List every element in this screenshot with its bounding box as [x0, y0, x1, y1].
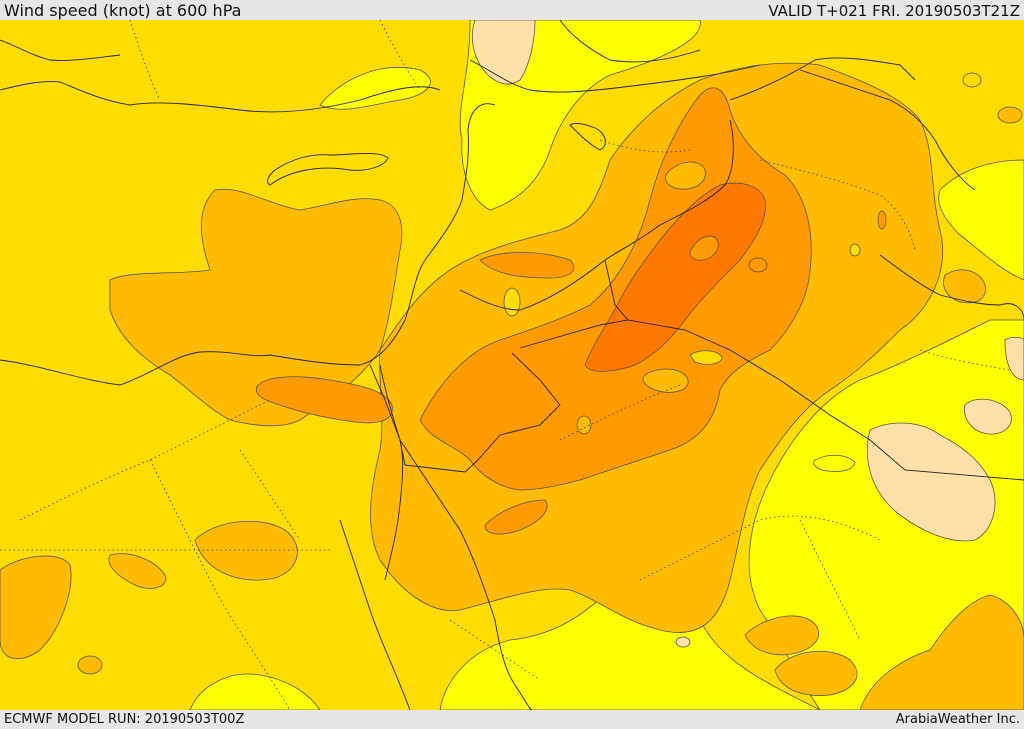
map-title: Wind speed (knot) at 600 hPa: [4, 1, 242, 20]
amber-patch-west-3: [108, 553, 167, 589]
yellow-region-northeast: [938, 159, 1024, 281]
lightest-patch-north: [471, 20, 536, 85]
admin-boundaries: [0, 20, 1011, 710]
contour-loop-8: [813, 454, 856, 472]
amber-patch-west-2: [0, 555, 72, 659]
lightest-patch-east-small: [964, 398, 1012, 435]
chart-header: Wind speed (knot) at 600 hPa VALID T+021…: [0, 0, 1024, 20]
contour-loop-2: [748, 257, 768, 273]
amber-patch-south-1: [744, 615, 820, 656]
lightest-patch-east: [866, 422, 996, 542]
contour-loop-11: [962, 72, 982, 88]
dark-orange-core: [584, 182, 766, 372]
amber-patch-west-1: [194, 520, 298, 581]
amber-region-southeast: [859, 594, 1024, 710]
contour-loop-10: [877, 210, 887, 230]
contour-loop-3: [664, 161, 706, 190]
amber-patch-northeast: [943, 269, 986, 304]
contour-loop-1: [689, 235, 719, 261]
contour-loop-5: [576, 415, 592, 435]
contour-loop-4: [642, 368, 689, 393]
contour-loop-7: [689, 350, 723, 365]
contour-loop-9: [849, 243, 861, 257]
amber-patch-west-4: [77, 655, 103, 675]
contour-loop-12: [997, 106, 1023, 124]
chart-footer: ECMWF MODEL RUN: 20190503T00Z ArabiaWeat…: [0, 710, 1024, 729]
model-run: ECMWF MODEL RUN: 20190503T00Z: [4, 712, 245, 727]
credit-label: ArabiaWeather Inc.: [895, 712, 1020, 727]
wind-speed-map[interactable]: [0, 20, 1024, 710]
amber-patch-south-2: [774, 650, 858, 696]
political-borders: [369, 57, 1024, 481]
coastlines: [0, 20, 1024, 710]
lightest-patch-south: [675, 636, 691, 648]
valid-time: VALID T+021 FRI. 20190503T21Z: [768, 2, 1020, 20]
yellow-region-southwest: [189, 673, 321, 710]
contour-loop-6: [503, 287, 521, 317]
orange-patch-south: [484, 499, 548, 535]
amber-region-mediterranean: [109, 188, 403, 427]
map-canvas: [0, 20, 1024, 710]
orange-patch-north: [479, 252, 575, 279]
lightest-patch-edge: [1004, 336, 1024, 381]
yellow-region-northwest: [319, 66, 431, 110]
orange-patch-lake: [255, 376, 393, 424]
